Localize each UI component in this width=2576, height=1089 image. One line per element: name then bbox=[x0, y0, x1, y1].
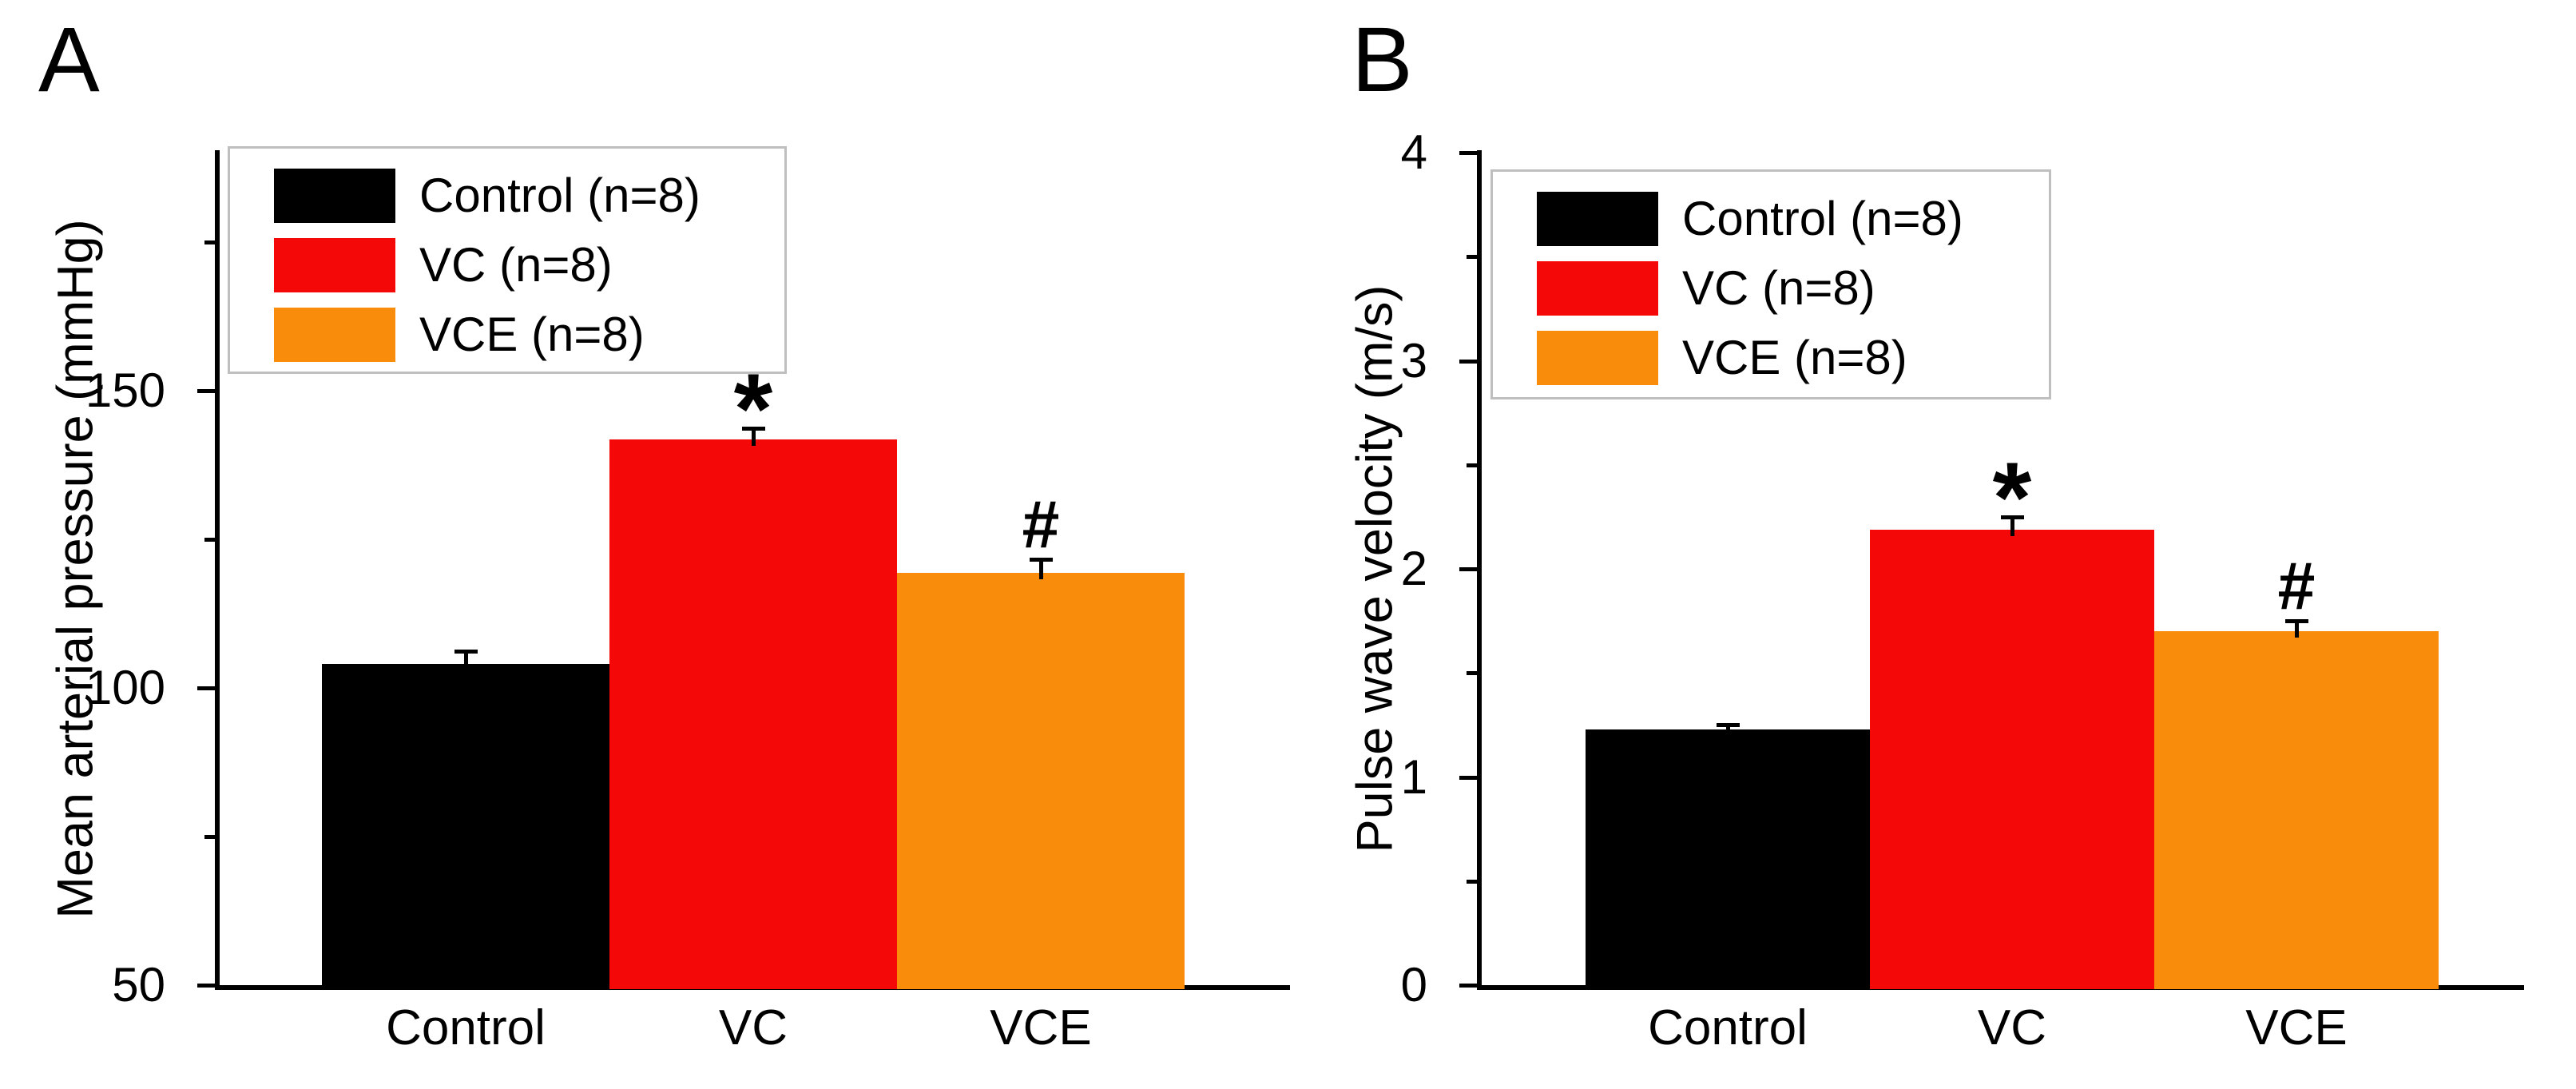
legend-swatch-vce bbox=[1537, 331, 1658, 385]
error-bar-stem bbox=[1039, 559, 1043, 580]
error-bar-stem bbox=[464, 650, 468, 671]
legend: Control (n=8) VC (n=8) VCE (n=8) bbox=[1490, 169, 2051, 399]
y-minor-tick bbox=[1467, 463, 1477, 467]
significance-hash: # bbox=[1022, 487, 1060, 562]
y-minor-tick bbox=[1467, 255, 1477, 260]
y-tick-label: 0 bbox=[1400, 958, 1427, 1011]
bar-control bbox=[322, 664, 609, 989]
y-major-tick bbox=[197, 984, 215, 988]
error-bar-cap bbox=[454, 649, 478, 654]
y-axis bbox=[215, 150, 220, 990]
x-category-label: VCE bbox=[990, 1000, 1092, 1055]
y-major-tick bbox=[197, 686, 215, 690]
legend-swatch-control bbox=[274, 169, 395, 223]
x-category-label: Control bbox=[1648, 1000, 1808, 1055]
bar-control bbox=[1586, 729, 1870, 989]
y-major-tick bbox=[1459, 359, 1477, 364]
legend-swatch-control bbox=[1537, 192, 1658, 246]
y-major-tick bbox=[197, 388, 215, 393]
y-tick-label: 50 bbox=[112, 958, 165, 1011]
y-major-tick bbox=[1459, 984, 1477, 988]
panel-a-letter: A bbox=[38, 9, 100, 111]
y-minor-tick bbox=[204, 834, 215, 839]
y-minor-tick bbox=[1467, 671, 1477, 676]
legend-label: VCE (n=8) bbox=[419, 308, 645, 361]
panel-b-letter: B bbox=[1352, 9, 1413, 111]
error-bar-stem bbox=[752, 428, 756, 446]
bar-vc bbox=[1870, 529, 2154, 989]
significance-asterisk: * bbox=[733, 354, 773, 466]
legend: Control (n=8) VC (n=8) VCE (n=8) bbox=[228, 146, 787, 374]
x-category-label: VC bbox=[718, 1000, 788, 1055]
y-tick-label: 4 bbox=[1400, 125, 1427, 179]
legend-label: Control (n=8) bbox=[419, 169, 701, 222]
bar-vce bbox=[897, 573, 1185, 989]
y-axis bbox=[1477, 150, 1482, 990]
y-minor-tick bbox=[1467, 879, 1477, 884]
significance-hash: # bbox=[2277, 548, 2316, 624]
error-bar-cap bbox=[742, 427, 765, 431]
y-minor-tick bbox=[204, 240, 215, 244]
significance-asterisk: * bbox=[1992, 442, 2032, 554]
error-bar-stem bbox=[1726, 725, 1730, 736]
legend-label: VC (n=8) bbox=[419, 238, 613, 292]
x-category-label: Control bbox=[386, 1000, 546, 1055]
y-major-tick bbox=[1459, 567, 1477, 571]
legend-swatch-vce bbox=[274, 308, 395, 362]
legend-label: VCE (n=8) bbox=[1682, 331, 1907, 384]
error-bar-cap bbox=[2285, 619, 2308, 624]
x-category-label: VC bbox=[1977, 1000, 2047, 1055]
legend-label: Control (n=8) bbox=[1682, 192, 1963, 245]
y-tick-label: 2 bbox=[1400, 542, 1427, 595]
error-bar-cap bbox=[2001, 515, 2024, 519]
y-tick-label: 3 bbox=[1400, 333, 1427, 388]
error-bar-cap bbox=[1030, 558, 1053, 562]
error-bar-stem bbox=[2295, 621, 2299, 638]
y-major-tick bbox=[1459, 151, 1477, 155]
bar-vc bbox=[609, 439, 897, 989]
error-bar-stem bbox=[2010, 516, 2014, 536]
legend-swatch-vc bbox=[1537, 261, 1658, 316]
y-tick-label: 1 bbox=[1400, 749, 1427, 804]
y-tick-label: 150 bbox=[85, 363, 165, 417]
x-category-label: VCE bbox=[2245, 1000, 2348, 1055]
y-major-tick bbox=[1459, 775, 1477, 780]
bar-vce bbox=[2154, 631, 2439, 989]
legend-swatch-vc bbox=[274, 238, 395, 292]
legend-label: VC (n=8) bbox=[1682, 261, 1875, 315]
y-minor-tick bbox=[204, 537, 215, 542]
y-tick-label: 100 bbox=[85, 660, 165, 714]
error-bar-cap bbox=[1717, 723, 1740, 728]
